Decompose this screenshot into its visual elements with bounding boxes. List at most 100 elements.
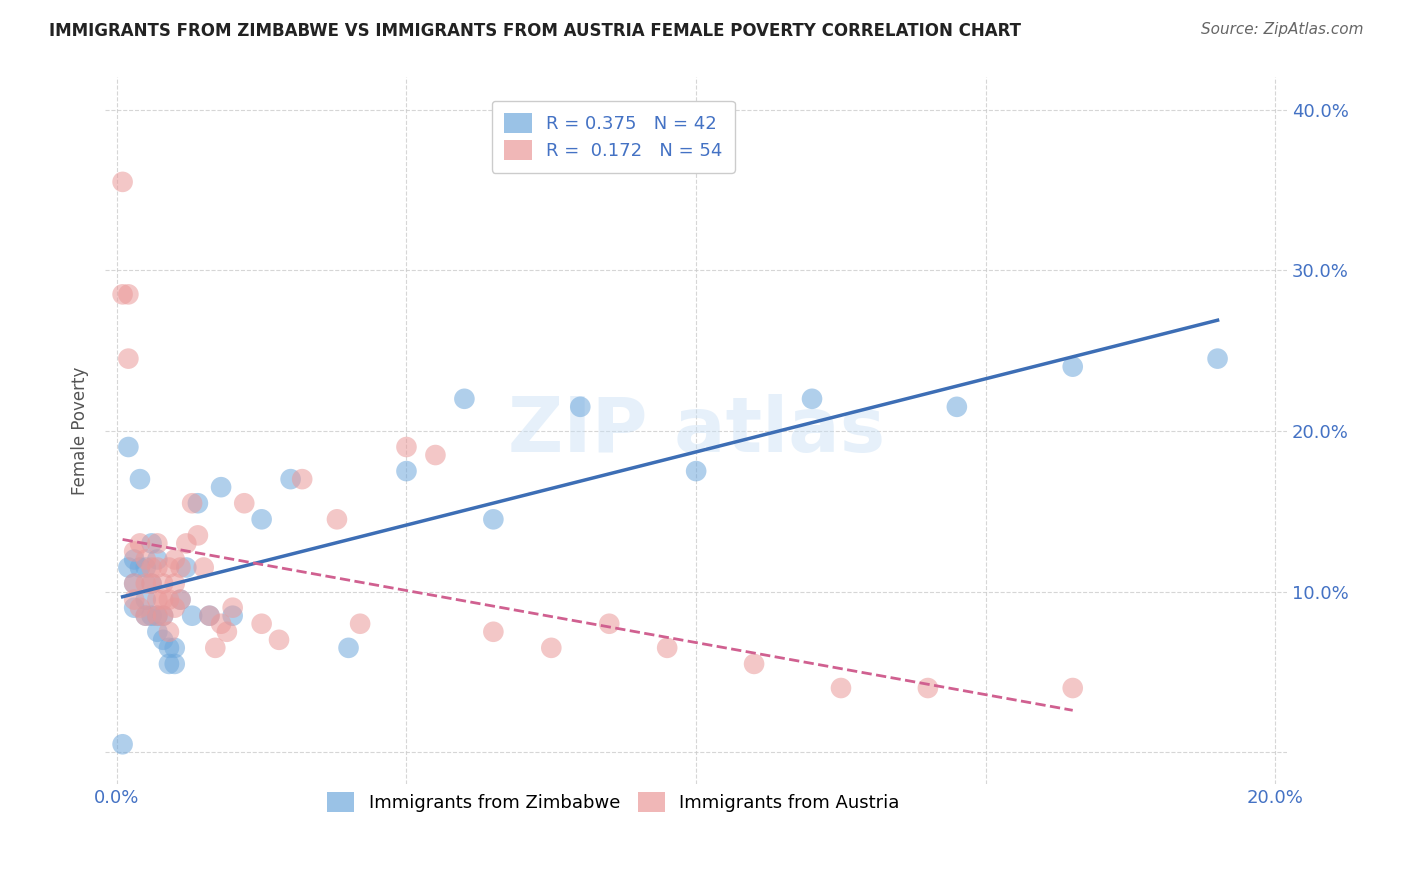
- Text: IMMIGRANTS FROM ZIMBABWE VS IMMIGRANTS FROM AUSTRIA FEMALE POVERTY CORRELATION C: IMMIGRANTS FROM ZIMBABWE VS IMMIGRANTS F…: [49, 22, 1021, 40]
- Point: [152, 608, 174, 623]
- Point: [111, 175, 134, 189]
- Point: [117, 351, 139, 366]
- Point: [122, 600, 145, 615]
- Point: [122, 576, 145, 591]
- Point: [122, 592, 145, 607]
- Point: [917, 681, 939, 695]
- Point: [198, 608, 221, 623]
- Point: [337, 640, 360, 655]
- Point: [129, 600, 152, 615]
- Point: [187, 496, 209, 510]
- Point: [135, 608, 157, 623]
- Point: [152, 608, 174, 623]
- Point: [146, 624, 169, 639]
- Point: [135, 576, 157, 591]
- Point: [157, 640, 180, 655]
- Point: [685, 464, 707, 478]
- Point: [146, 608, 169, 623]
- Point: [163, 576, 186, 591]
- Point: [129, 560, 152, 574]
- Point: [146, 592, 169, 607]
- Point: [129, 472, 152, 486]
- Point: [157, 592, 180, 607]
- Point: [540, 640, 562, 655]
- Point: [141, 608, 163, 623]
- Point: [657, 640, 679, 655]
- Point: [122, 552, 145, 566]
- Point: [830, 681, 852, 695]
- Point: [135, 608, 157, 623]
- Point: [946, 400, 969, 414]
- Point: [146, 536, 169, 550]
- Point: [209, 480, 232, 494]
- Point: [250, 616, 273, 631]
- Point: [453, 392, 475, 406]
- Point: [135, 560, 157, 574]
- Point: [598, 616, 620, 631]
- Text: ZIP atlas: ZIP atlas: [508, 394, 884, 468]
- Point: [1062, 681, 1084, 695]
- Point: [157, 624, 180, 639]
- Point: [157, 560, 180, 574]
- Text: Source: ZipAtlas.com: Source: ZipAtlas.com: [1201, 22, 1364, 37]
- Point: [569, 400, 592, 414]
- Point: [395, 440, 418, 454]
- Point: [117, 560, 139, 574]
- Point: [326, 512, 349, 526]
- Point: [141, 560, 163, 574]
- Point: [250, 512, 273, 526]
- Point: [152, 592, 174, 607]
- Point: [209, 616, 232, 631]
- Point: [135, 592, 157, 607]
- Point: [117, 440, 139, 454]
- Point: [291, 472, 314, 486]
- Point: [152, 576, 174, 591]
- Point: [801, 392, 824, 406]
- Point: [135, 552, 157, 566]
- Point: [163, 640, 186, 655]
- Point: [117, 287, 139, 301]
- Point: [152, 632, 174, 647]
- Point: [169, 592, 191, 607]
- Point: [181, 608, 204, 623]
- Point: [233, 496, 256, 510]
- Point: [482, 624, 505, 639]
- Point: [482, 512, 505, 526]
- Point: [221, 608, 243, 623]
- Point: [129, 536, 152, 550]
- Point: [221, 600, 243, 615]
- Point: [111, 287, 134, 301]
- Point: [169, 560, 191, 574]
- Y-axis label: Female Poverty: Female Poverty: [72, 367, 89, 495]
- Point: [169, 592, 191, 607]
- Point: [141, 536, 163, 550]
- Point: [1206, 351, 1229, 366]
- Legend: Immigrants from Zimbabwe, Immigrants from Austria: Immigrants from Zimbabwe, Immigrants fro…: [315, 780, 912, 825]
- Point: [146, 608, 169, 623]
- Point: [141, 576, 163, 591]
- Point: [280, 472, 302, 486]
- Point: [425, 448, 447, 462]
- Point: [215, 624, 238, 639]
- Point: [163, 600, 186, 615]
- Point: [204, 640, 226, 655]
- Point: [1062, 359, 1084, 374]
- Point: [163, 657, 186, 671]
- Point: [349, 616, 371, 631]
- Point: [198, 608, 221, 623]
- Point: [111, 737, 134, 751]
- Point: [267, 632, 290, 647]
- Point: [141, 576, 163, 591]
- Point: [395, 464, 418, 478]
- Point: [193, 560, 215, 574]
- Point: [157, 657, 180, 671]
- Point: [181, 496, 204, 510]
- Point: [122, 544, 145, 558]
- Point: [176, 536, 198, 550]
- Point: [176, 560, 198, 574]
- Point: [742, 657, 765, 671]
- Point: [122, 576, 145, 591]
- Point: [146, 552, 169, 566]
- Point: [163, 552, 186, 566]
- Point: [187, 528, 209, 542]
